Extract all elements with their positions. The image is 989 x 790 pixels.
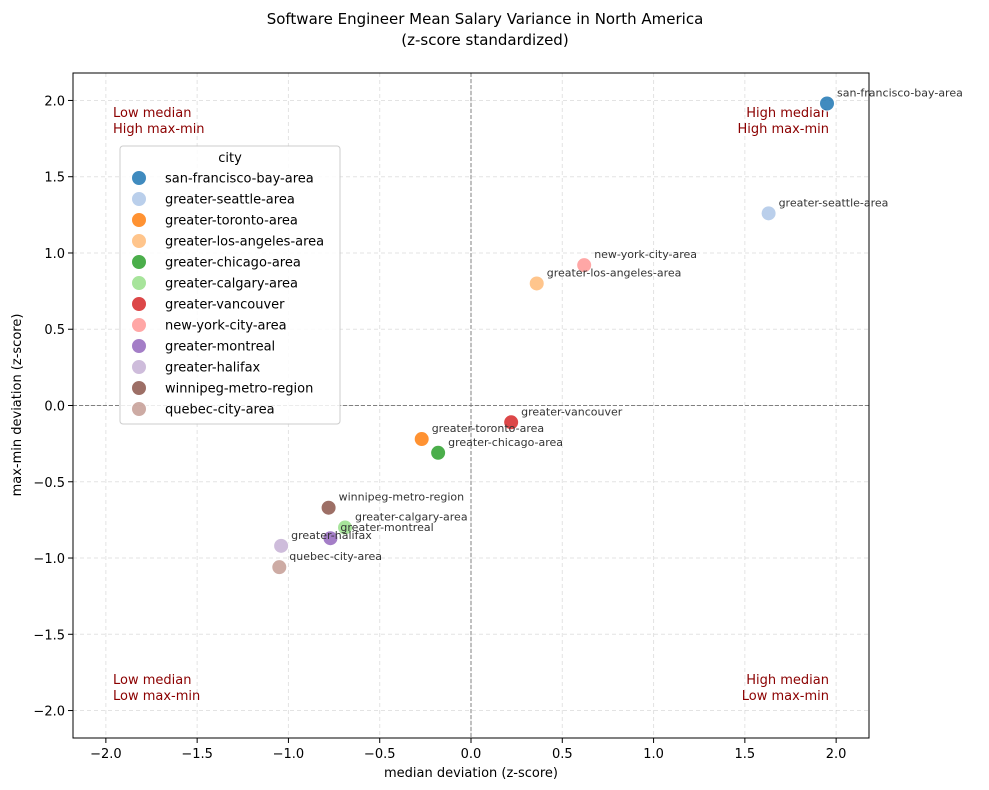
y-tick-label: 0.5 xyxy=(44,323,65,338)
y-axis-label: max-min deviation (z-score) xyxy=(10,314,25,497)
point-greater-los-angeles-area xyxy=(528,275,545,292)
x-tick-label: −1.0 xyxy=(273,747,305,762)
legend-label-winnipeg-metro-region: winnipeg-metro-region xyxy=(165,382,313,397)
quadrant-label-top-right: High median xyxy=(746,106,829,121)
point-labels: san-francisco-bay-area greater-seattle-ar… xyxy=(289,87,963,564)
x-tick-label: −2.0 xyxy=(90,747,122,762)
legend-marker-san-francisco-bay-area xyxy=(131,170,147,186)
x-tick-label: 0.0 xyxy=(461,747,482,762)
y-axis-ticks: −2.0 −1.5 −1.0 −0.5 0.0 0.5 1.0 1.5 2.0 xyxy=(33,94,73,720)
x-tick-label: 1.0 xyxy=(643,747,664,762)
legend-label-san-francisco-bay-area: san-francisco-bay-area xyxy=(165,172,314,187)
point-label-greater-halifax: greater-halifax xyxy=(291,529,372,542)
quadrant-label-bottom-left: Low max-min xyxy=(113,689,200,704)
y-tick-label: 1.5 xyxy=(44,171,65,186)
legend-marker-quebec-city-area xyxy=(131,401,147,417)
point-greater-seattle-area xyxy=(760,205,777,222)
point-new-york-city-area xyxy=(576,257,593,274)
y-tick-label: 1.0 xyxy=(44,247,65,262)
point-label-quebec-city-area: quebec-city-area xyxy=(289,550,382,563)
quadrant-label-top-right: High max-min xyxy=(737,122,829,137)
x-tick-label: 2.0 xyxy=(826,747,847,762)
legend-marker-greater-vancouver xyxy=(131,296,147,312)
legend-label-greater-seattle-area: greater-seattle-area xyxy=(165,193,295,208)
point-greater-vancouver xyxy=(503,414,520,431)
point-greater-halifax xyxy=(273,537,290,554)
y-tick-label: −0.5 xyxy=(33,476,65,491)
point-label-greater-los-angeles-area: greater-los-angeles-area xyxy=(547,266,682,279)
x-axis-ticks: −2.0 −1.5 −1.0 −0.5 0.0 0.5 1.0 1.5 2.0 xyxy=(90,738,846,762)
point-label-greater-montreal: greater-montreal xyxy=(340,521,433,534)
legend-marker-greater-halifax xyxy=(131,359,147,375)
x-tick-label: 1.5 xyxy=(735,747,756,762)
legend: city san-francisco-bay-area greater-seatt… xyxy=(119,145,341,425)
legend-label-greater-halifax: greater-halifax xyxy=(165,361,261,376)
point-san-francisco-bay-area xyxy=(819,95,836,112)
point-greater-montreal xyxy=(322,530,339,547)
legend-marker-new-york-city-area xyxy=(131,317,147,333)
y-tick-label: 2.0 xyxy=(44,94,65,109)
legend-marker-greater-calgary-area xyxy=(131,275,147,291)
legend-label-new-york-city-area: new-york-city-area xyxy=(165,319,287,334)
point-label-new-york-city-area: new-york-city-area xyxy=(594,248,697,261)
legend-title: city xyxy=(218,151,242,166)
y-tick-label: −2.0 xyxy=(33,705,65,720)
chart-title: Software Engineer Mean Salary Variance i… xyxy=(267,10,704,28)
point-label-winnipeg-metro-region: winnipeg-metro-region xyxy=(339,491,465,504)
legend-label-greater-los-angeles-area: greater-los-angeles-area xyxy=(165,235,324,250)
legend-label-greater-calgary-area: greater-calgary-area xyxy=(165,277,298,292)
quadrant-label-bottom-left: Low median xyxy=(113,673,191,688)
legend-marker-greater-seattle-area xyxy=(131,191,147,207)
legend-marker-greater-los-angeles-area xyxy=(131,233,147,249)
legend-marker-greater-toronto-area xyxy=(131,212,147,228)
point-label-san-francisco-bay-area: san-francisco-bay-area xyxy=(837,87,963,100)
x-tick-label: 0.5 xyxy=(552,747,573,762)
x-tick-label: −0.5 xyxy=(364,747,396,762)
quadrant-label-bottom-right: Low max-min xyxy=(742,689,829,704)
legend-label-greater-chicago-area: greater-chicago-area xyxy=(165,256,301,271)
legend-label-greater-vancouver: greater-vancouver xyxy=(165,298,285,313)
point-label-greater-seattle-area: greater-seattle-area xyxy=(779,196,889,209)
legend-items: san-francisco-bay-area greater-seattle-ar… xyxy=(131,170,324,418)
legend-label-greater-montreal: greater-montreal xyxy=(165,340,275,355)
quadrant-label-top-left: Low median xyxy=(113,106,191,121)
point-label-greater-chicago-area: greater-chicago-area xyxy=(448,436,563,449)
legend-marker-greater-chicago-area xyxy=(131,254,147,270)
legend-label-greater-toronto-area: greater-toronto-area xyxy=(165,214,298,229)
x-tick-label: −1.5 xyxy=(181,747,213,762)
y-tick-label: −1.0 xyxy=(33,552,65,567)
point-greater-toronto-area xyxy=(413,431,430,448)
point-quebec-city-area xyxy=(271,559,288,576)
chart-subtitle: (z-score standardized) xyxy=(401,31,568,49)
point-label-greater-vancouver: greater-vancouver xyxy=(521,405,623,418)
quadrant-label-top-left: High max-min xyxy=(113,122,205,137)
quadrant-label-bottom-right: High median xyxy=(746,673,829,688)
y-tick-label: 0.0 xyxy=(44,400,65,415)
point-label-greater-toronto-area: greater-toronto-area xyxy=(432,422,544,435)
legend-label-quebec-city-area: quebec-city-area xyxy=(165,403,275,418)
legend-marker-winnipeg-metro-region xyxy=(131,380,147,396)
point-winnipeg-metro-region xyxy=(320,499,337,516)
legend-marker-greater-montreal xyxy=(131,338,147,354)
point-greater-chicago-area xyxy=(430,444,447,461)
data-points xyxy=(271,95,836,576)
y-tick-label: −1.5 xyxy=(33,628,65,643)
x-axis-label: median deviation (z-score) xyxy=(384,766,558,781)
point-greater-calgary-area xyxy=(337,519,354,536)
legend-box xyxy=(119,145,341,425)
point-label-greater-calgary-area: greater-calgary-area xyxy=(355,511,468,524)
